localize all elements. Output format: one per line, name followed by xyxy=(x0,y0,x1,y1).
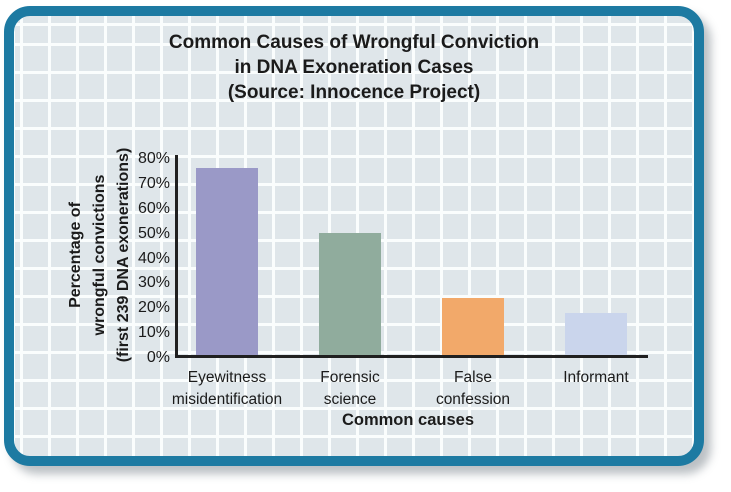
y-tick-label: 40% xyxy=(137,249,170,267)
chart-title-line-3: (Source: Innocence Project) xyxy=(227,82,481,103)
chart-title-line-2: in DNA Exoneration Cases xyxy=(234,57,474,78)
category-label-line: Eyewitness xyxy=(187,369,267,386)
x-axis-line xyxy=(175,355,648,358)
category-label: Eyewitness misidentification xyxy=(152,367,302,411)
category-label: False confession xyxy=(398,367,548,411)
chart-card: Common Causes of Wrongful Conviction in … xyxy=(4,6,704,466)
bar-forensic-science xyxy=(319,233,381,355)
category-label-line: Forensic xyxy=(320,369,380,386)
y-tick-label: 30% xyxy=(137,274,170,292)
y-axis-label-line-2: wrongful convictions xyxy=(91,174,108,336)
y-axis-line xyxy=(175,155,178,358)
category-label: Informant xyxy=(521,367,671,389)
x-axis-title: Common causes xyxy=(341,411,475,429)
bar-eyewitness-misidentification xyxy=(196,168,258,355)
bar-false-confession xyxy=(442,298,504,355)
category-label: Forensic science xyxy=(275,367,425,411)
y-tick-label: 60% xyxy=(137,199,170,217)
y-tick-label: 70% xyxy=(137,174,170,192)
chart-title: Common Causes of Wrongful Conviction in … xyxy=(14,30,694,105)
category-label-line: Informant xyxy=(563,369,629,386)
category-label-line: confession xyxy=(435,391,511,408)
y-tick-label: 50% xyxy=(137,224,170,242)
y-tick-label: 20% xyxy=(137,299,170,317)
bar-informant xyxy=(565,313,627,355)
category-label-line: misidentification xyxy=(171,391,283,408)
category-label-line: science xyxy=(323,391,377,408)
category-label-line: False xyxy=(454,369,492,386)
y-axis-label-line-1: Percentage of xyxy=(67,202,84,308)
y-tick-label: 80% xyxy=(137,150,170,167)
y-tick-label: 10% xyxy=(137,324,170,342)
chart-title-line-1: Common Causes of Wrongful Conviction xyxy=(168,32,540,53)
y-tick-label: 0% xyxy=(146,349,170,366)
